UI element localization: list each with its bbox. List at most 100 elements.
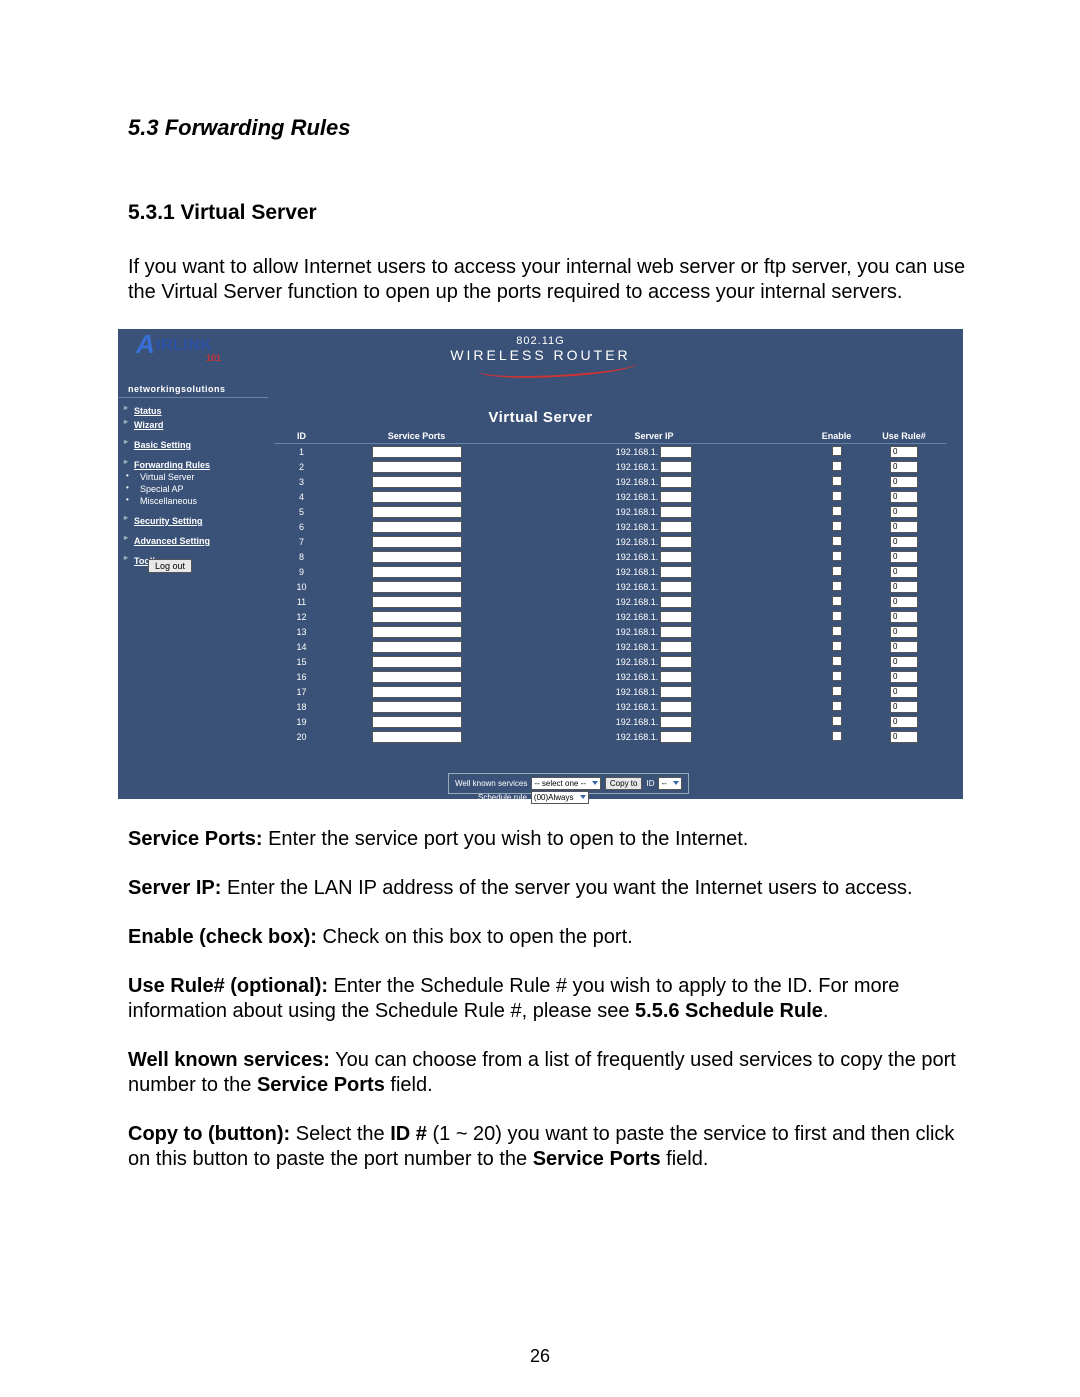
nav-forwarding[interactable]: Forwarding Rules (126, 457, 266, 471)
enable-checkbox[interactable] (832, 506, 842, 516)
enable-checkbox[interactable] (832, 611, 842, 621)
use-rule-input[interactable]: 0 (890, 611, 918, 623)
enable-checkbox[interactable] (832, 731, 842, 741)
enable-checkbox[interactable] (832, 461, 842, 471)
row-id: 14 (274, 642, 329, 652)
schedule-select[interactable]: (00)Always (531, 791, 589, 804)
nav-wizard[interactable]: Wizard (126, 417, 266, 431)
service-port-input[interactable] (372, 491, 462, 503)
enable-checkbox[interactable] (832, 566, 842, 576)
server-ip-input[interactable] (660, 536, 692, 548)
use-rule-input[interactable]: 0 (890, 626, 918, 638)
enable-checkbox[interactable] (832, 596, 842, 606)
server-ip-input[interactable] (660, 611, 692, 623)
service-port-input[interactable] (372, 461, 462, 473)
nav-advanced[interactable]: Advanced Setting (126, 533, 266, 547)
service-port-input[interactable] (372, 686, 462, 698)
server-ip-input[interactable] (660, 686, 692, 698)
nav-special-ap[interactable]: Special AP (126, 483, 266, 495)
service-port-input[interactable] (372, 731, 462, 743)
id-select[interactable]: -- (658, 777, 681, 790)
nav-toolbox[interactable]: Toolbox (126, 553, 266, 567)
service-port-input[interactable] (372, 596, 462, 608)
use-rule-input[interactable]: 0 (890, 446, 918, 458)
id-label: ID (646, 779, 654, 788)
use-rule-input[interactable]: 0 (890, 731, 918, 743)
service-port-input[interactable] (372, 551, 462, 563)
use-rule-input[interactable]: 0 (890, 536, 918, 548)
nav-misc[interactable]: Miscellaneous (126, 495, 266, 507)
server-ip-input[interactable] (660, 731, 692, 743)
service-port-input[interactable] (372, 641, 462, 653)
enable-checkbox[interactable] (832, 686, 842, 696)
use-rule-input[interactable]: 0 (890, 491, 918, 503)
server-ip-input[interactable] (660, 671, 692, 683)
service-port-input[interactable] (372, 581, 462, 593)
service-port-input[interactable] (372, 521, 462, 533)
use-rule-input[interactable]: 0 (890, 716, 918, 728)
logout-button[interactable]: Log out (148, 559, 192, 573)
service-port-input[interactable] (372, 701, 462, 713)
service-port-input[interactable] (372, 716, 462, 728)
enable-checkbox[interactable] (832, 701, 842, 711)
wks-select[interactable]: -- select one -- (531, 777, 601, 790)
nav-basic[interactable]: Basic Setting (126, 437, 266, 451)
nav-security[interactable]: Security Setting (126, 513, 266, 527)
server-ip-input[interactable] (660, 716, 692, 728)
enable-checkbox[interactable] (832, 656, 842, 666)
service-port-input[interactable] (372, 671, 462, 683)
enable-checkbox[interactable] (832, 476, 842, 486)
server-ip-input[interactable] (660, 476, 692, 488)
server-ip-input[interactable] (660, 566, 692, 578)
service-port-input[interactable] (372, 536, 462, 548)
use-rule-input[interactable]: 0 (890, 596, 918, 608)
service-port-input[interactable] (372, 626, 462, 638)
server-ip-input[interactable] (660, 626, 692, 638)
nav-status[interactable]: Status (126, 403, 266, 417)
use-rule-input[interactable]: 0 (890, 476, 918, 488)
server-ip-input[interactable] (660, 551, 692, 563)
server-ip-input[interactable] (660, 656, 692, 668)
ip-prefix: 192.168.1. (616, 717, 659, 727)
use-rule-input[interactable]: 0 (890, 686, 918, 698)
use-rule-input[interactable]: 0 (890, 566, 918, 578)
server-ip-input[interactable] (660, 581, 692, 593)
service-port-input[interactable] (372, 611, 462, 623)
copy-to-button[interactable]: Copy to (605, 777, 643, 790)
use-rule-input[interactable]: 0 (890, 551, 918, 563)
enable-checkbox[interactable] (832, 491, 842, 501)
enable-checkbox[interactable] (832, 551, 842, 561)
server-ip-input[interactable] (660, 491, 692, 503)
server-ip-input[interactable] (660, 506, 692, 518)
enable-checkbox[interactable] (832, 641, 842, 651)
use-rule-input[interactable]: 0 (890, 641, 918, 653)
use-rule-input[interactable]: 0 (890, 671, 918, 683)
server-ip-input[interactable] (660, 521, 692, 533)
use-rule-input[interactable]: 0 (890, 461, 918, 473)
enable-checkbox[interactable] (832, 581, 842, 591)
use-rule-input[interactable]: 0 (890, 506, 918, 518)
enable-checkbox[interactable] (832, 446, 842, 456)
use-rule-input[interactable]: 0 (890, 521, 918, 533)
server-ip-input[interactable] (660, 701, 692, 713)
enable-checkbox[interactable] (832, 626, 842, 636)
server-ip-input[interactable] (660, 461, 692, 473)
service-port-input[interactable] (372, 506, 462, 518)
enable-checkbox[interactable] (832, 521, 842, 531)
enable-checkbox[interactable] (832, 536, 842, 546)
service-port-input[interactable] (372, 476, 462, 488)
use-rule-input[interactable]: 0 (890, 701, 918, 713)
nav-virtual-server[interactable]: Virtual Server (126, 471, 266, 483)
server-ip-input[interactable] (660, 596, 692, 608)
service-port-input[interactable] (372, 656, 462, 668)
service-port-input[interactable] (372, 566, 462, 578)
enable-checkbox[interactable] (832, 716, 842, 726)
server-ip-input[interactable] (660, 446, 692, 458)
server-ip-input[interactable] (660, 641, 692, 653)
service-port-input[interactable] (372, 446, 462, 458)
use-rule-input[interactable]: 0 (890, 656, 918, 668)
row-id: 13 (274, 627, 329, 637)
table-header-row: ID Service Ports Server IP Enable Use Ru… (274, 431, 946, 444)
enable-checkbox[interactable] (832, 671, 842, 681)
use-rule-input[interactable]: 0 (890, 581, 918, 593)
